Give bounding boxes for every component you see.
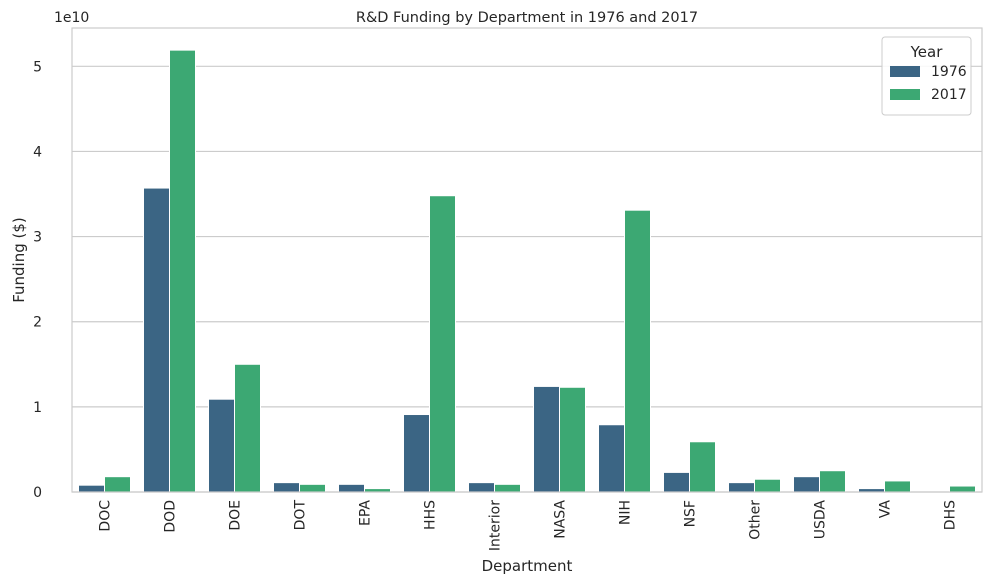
bar-1976-other bbox=[728, 482, 755, 493]
y-axis-label: Funding ($) bbox=[10, 217, 28, 303]
bar-1976-hhs bbox=[403, 414, 430, 493]
bar-1976-interior bbox=[468, 482, 495, 493]
bar-2017-usda bbox=[819, 470, 846, 493]
bar-2017-dhs bbox=[949, 485, 976, 493]
x-tick-label: NIH bbox=[618, 500, 634, 525]
bar-2017-dod bbox=[169, 49, 196, 493]
bar-1976-usda bbox=[793, 476, 820, 493]
bar-1976-doc bbox=[78, 484, 105, 493]
y-tick-label: 1 bbox=[33, 400, 42, 416]
x-tick-labels: DOC DOD DOE DOT EPA HHS Interior NASA NIH NSF Othe… bbox=[98, 500, 959, 552]
x-tick-label: DOC bbox=[98, 500, 114, 532]
y-tick-label: 5 bbox=[33, 59, 42, 75]
bar-1976-epa bbox=[338, 483, 365, 493]
y-tick-label: 2 bbox=[33, 315, 42, 331]
bars bbox=[78, 49, 976, 493]
legend: Year 1976 2017 bbox=[881, 36, 972, 116]
legend-items: 1976 2017 bbox=[890, 64, 967, 103]
x-tick-label: DOT bbox=[293, 500, 309, 531]
y-tick-labels: 0 1 2 3 4 5 bbox=[33, 59, 42, 501]
bar-1976-nasa bbox=[533, 385, 560, 493]
x-tick-label: DHS bbox=[943, 500, 959, 530]
bar-2017-doe bbox=[234, 363, 261, 493]
bar-2017-doc bbox=[104, 476, 131, 493]
legend-title: Year bbox=[910, 43, 944, 61]
x-axis-label: Department bbox=[482, 557, 573, 575]
legend-swatch-2017 bbox=[890, 89, 920, 100]
y-tick-label: 4 bbox=[33, 144, 42, 160]
x-tick-label: Other bbox=[748, 500, 764, 540]
bar-2017-nasa bbox=[559, 386, 586, 493]
bar-1976-doe bbox=[208, 398, 235, 493]
bar-2017-dot bbox=[299, 483, 326, 493]
bar-2017-nsf bbox=[689, 441, 716, 493]
bar-1976-dod bbox=[143, 187, 170, 493]
chart-title: R&D Funding by Department in 1976 and 20… bbox=[356, 10, 698, 26]
legend-label-1976: 1976 bbox=[931, 64, 967, 80]
bar-2017-va bbox=[884, 480, 911, 493]
x-tick-label: Interior bbox=[488, 500, 504, 551]
x-tick-label: DOD bbox=[163, 500, 179, 533]
plot-frame bbox=[71, 27, 983, 493]
x-tick-label: DOE bbox=[228, 500, 244, 531]
bar-2017-nih bbox=[624, 209, 651, 493]
y-axis-offset-label: 1e10 bbox=[54, 10, 89, 26]
x-tick-label: NSF bbox=[683, 500, 699, 527]
bar-2017-interior bbox=[494, 483, 521, 493]
x-tick-label: USDA bbox=[813, 500, 829, 540]
bar-2017-hhs bbox=[429, 195, 456, 493]
bar-2017-other bbox=[754, 478, 781, 493]
legend-swatch-1976 bbox=[890, 66, 920, 77]
bar-1976-dot bbox=[273, 482, 300, 493]
x-tick-label: NASA bbox=[553, 500, 569, 539]
y-tick-label: 0 bbox=[33, 485, 42, 501]
y-tick-label: 3 bbox=[33, 230, 42, 246]
x-tick-label: EPA bbox=[358, 500, 374, 526]
bar-1976-nih bbox=[598, 424, 625, 493]
x-tick-label: HHS bbox=[423, 500, 439, 530]
legend-label-2017: 2017 bbox=[931, 87, 967, 103]
x-tick-label: VA bbox=[878, 500, 894, 519]
bar-1976-nsf bbox=[663, 471, 690, 493]
